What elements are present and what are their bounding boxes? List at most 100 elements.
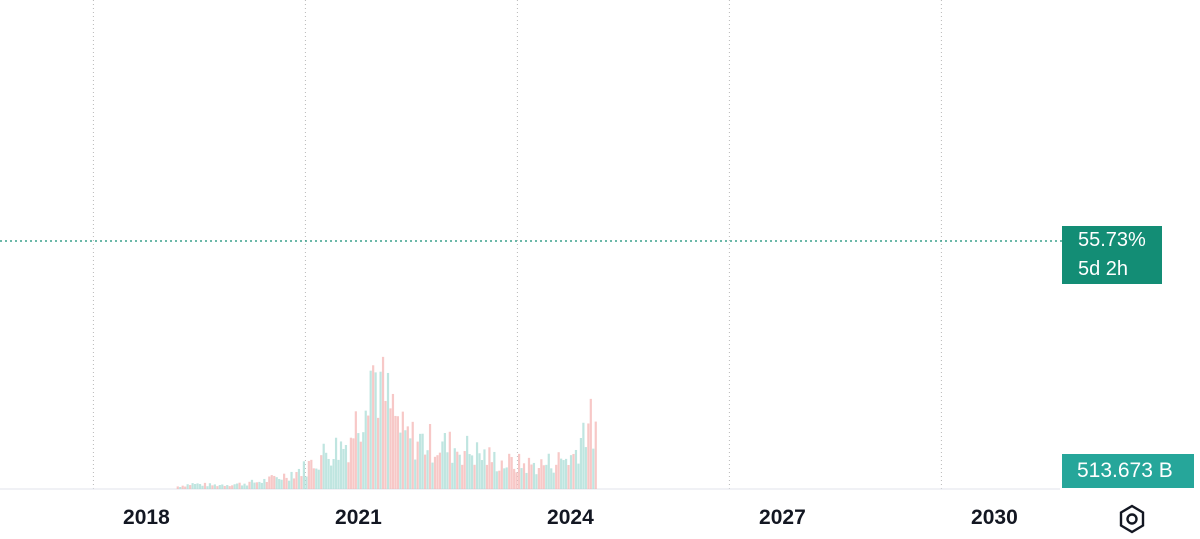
volume-bar	[285, 477, 288, 489]
volume-bar	[545, 464, 548, 489]
volume-bar	[592, 448, 595, 489]
volume-bar	[409, 438, 412, 489]
volume-bar	[342, 448, 345, 489]
volume-bar	[594, 421, 597, 489]
volume-bar	[515, 472, 518, 489]
volume-bar	[357, 433, 360, 489]
volume-bar	[213, 484, 216, 489]
volume-badge: 513.673 B	[1062, 454, 1194, 488]
volume-bar	[503, 468, 506, 489]
volume-bar	[290, 471, 293, 489]
volume-bar	[201, 485, 204, 489]
volume-bar	[389, 408, 392, 489]
volume-bar	[441, 441, 444, 489]
volume-bar	[317, 469, 320, 489]
volume-bar	[404, 430, 407, 489]
volume-bar	[470, 455, 474, 489]
volume-bar	[359, 441, 362, 489]
volume-bar	[250, 479, 254, 489]
x-tick-label: 2021	[335, 506, 382, 529]
volume-bar	[384, 400, 387, 489]
volume-bar	[310, 459, 313, 489]
volume-bar	[525, 472, 528, 489]
volume-bar	[243, 483, 246, 489]
volume-bar	[327, 458, 330, 489]
volume-bar	[233, 484, 236, 489]
volume-bar	[221, 484, 224, 489]
volume-bar	[184, 486, 187, 489]
volume-bar	[260, 482, 263, 489]
x-tick-label: 2018	[123, 506, 170, 529]
volume-bar	[567, 465, 570, 489]
volume-bar	[530, 464, 533, 489]
volume-bar	[179, 487, 182, 489]
volume-bar	[547, 453, 550, 489]
volume-bar	[332, 459, 335, 489]
volume-bar	[473, 464, 476, 489]
current-value-badge: 55.73% 5d 2h	[1062, 226, 1162, 284]
volume-bar	[513, 468, 516, 489]
volume-bar	[344, 444, 348, 489]
volume-bar	[550, 468, 553, 489]
volume-bar	[337, 459, 340, 489]
current-value: 55.73%	[1078, 229, 1146, 251]
volume-bar	[396, 416, 399, 489]
volume-bar	[446, 452, 449, 489]
volume-bar	[443, 433, 446, 489]
volume-bar	[433, 456, 437, 489]
volume-bar	[401, 411, 404, 489]
volume-bar	[228, 486, 231, 489]
volume-bar	[268, 476, 271, 489]
volume-bar	[334, 437, 338, 489]
volume-bar	[488, 447, 491, 489]
x-tick-label: 2030	[971, 506, 1018, 529]
volume-bar	[540, 459, 543, 489]
volume-bar	[330, 465, 333, 489]
volume-bar	[406, 426, 409, 489]
settings-icon[interactable]	[1116, 503, 1148, 535]
volume-bar	[399, 432, 402, 489]
volume-bar	[582, 422, 585, 489]
volume-bar	[297, 468, 301, 489]
volume-bar	[475, 442, 479, 489]
volume-bar	[480, 460, 484, 489]
volume-bar	[419, 433, 422, 489]
volume-bar	[468, 454, 471, 489]
volume-bar	[458, 454, 461, 489]
volume-bar	[223, 485, 226, 489]
volume-bar	[374, 372, 377, 489]
volume-bar	[189, 485, 192, 489]
volume-bar	[273, 475, 276, 489]
volume-bar	[196, 483, 199, 489]
volume-value: 513.673 B	[1077, 459, 1173, 482]
volume-bar	[265, 481, 268, 489]
volume-bar	[218, 484, 221, 489]
volume-bar	[537, 468, 540, 489]
volume-bar	[485, 464, 489, 489]
volume-bar	[287, 480, 291, 489]
volume-bar	[574, 449, 578, 489]
volume-bar	[562, 460, 565, 489]
volume-bar	[302, 461, 306, 489]
volume-bar	[278, 479, 281, 489]
volume-bar	[198, 484, 202, 489]
volume-bar	[579, 438, 583, 489]
volume-bar	[436, 455, 439, 489]
volume-bar	[564, 458, 568, 489]
volume-bar	[275, 477, 278, 489]
volume-bar	[520, 468, 523, 489]
volume-bar	[483, 449, 486, 489]
volume-bar	[542, 465, 545, 489]
volume-bar	[456, 451, 459, 489]
volume-bar	[292, 478, 296, 489]
volume-bar	[510, 457, 513, 489]
volume-bar	[557, 452, 560, 489]
volume-bar	[349, 437, 352, 489]
volume-bar	[263, 478, 266, 489]
volume-bar	[463, 451, 466, 489]
volume-bar	[527, 457, 531, 489]
volume-bar	[560, 458, 563, 489]
volume-bar	[347, 462, 350, 489]
volume-bar	[416, 441, 419, 489]
